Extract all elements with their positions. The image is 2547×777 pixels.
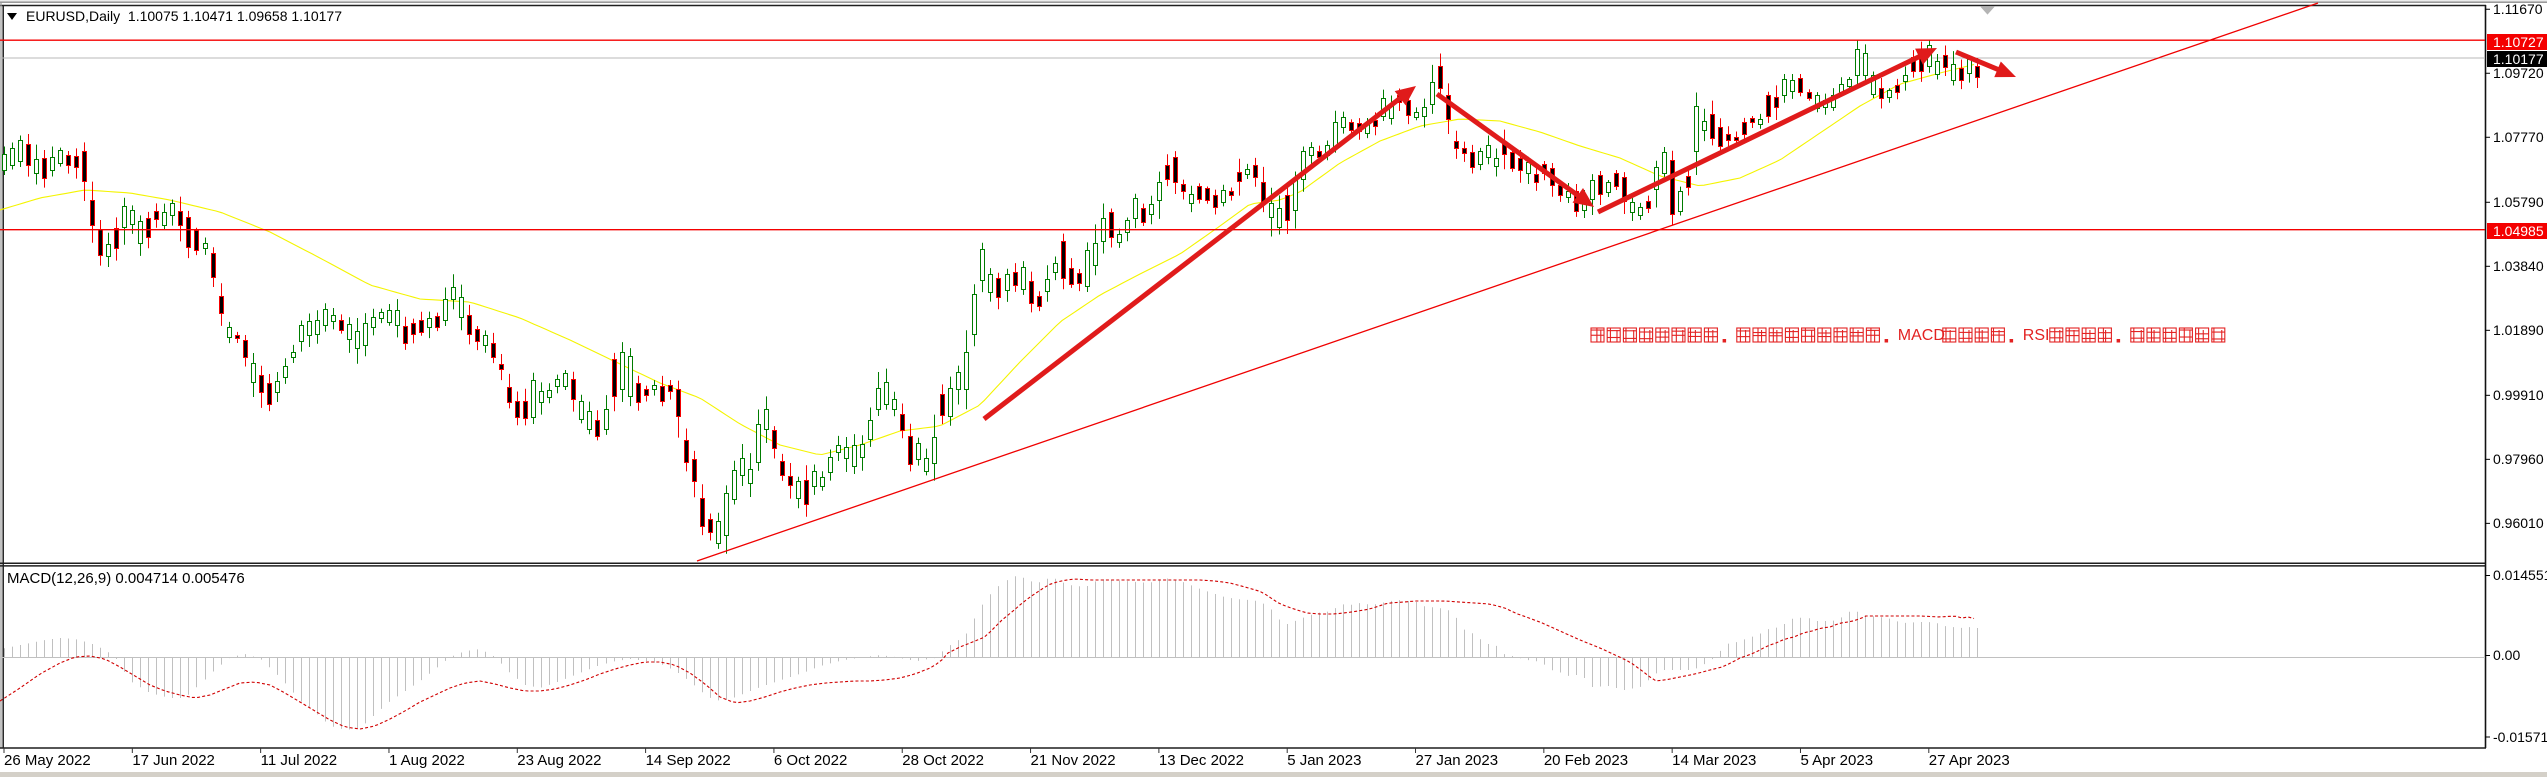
svg-text:RSI: RSI [2023,327,2050,344]
svg-text:MACD: MACD [1898,327,1945,344]
